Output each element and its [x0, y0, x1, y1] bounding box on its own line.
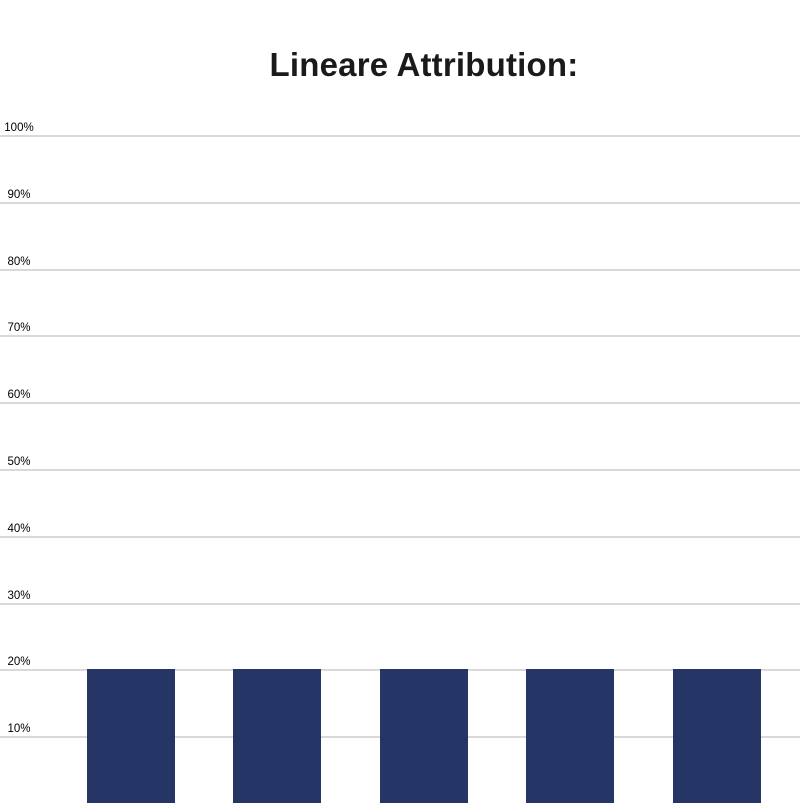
y-tick-label-20: 20% [7, 656, 31, 669]
gridline-60 [0, 402, 800, 405]
y-tick-label-30: 30% [7, 589, 31, 602]
y-tick-label-40: 40% [7, 522, 31, 535]
gridline-40 [0, 535, 800, 538]
y-tick-label-10: 10% [7, 723, 31, 736]
y-tick-label-90: 90% [7, 188, 31, 201]
gridline-30 [0, 602, 800, 605]
gridline-70 [0, 335, 800, 338]
y-tick-label-80: 80% [7, 255, 31, 268]
gridline-80 [0, 268, 800, 271]
y-tick-label-50: 50% [7, 456, 31, 468]
chart-title: Lineare Attribution: [269, 46, 579, 83]
gridline-50 [0, 469, 800, 471]
y-tick-label-60: 60% [7, 389, 31, 402]
y-tick-label-100: 100% [4, 122, 34, 134]
bar-5 [672, 669, 761, 803]
bar-4 [526, 669, 615, 803]
y-tick-label-70: 70% [7, 322, 31, 335]
gridline-90 [0, 201, 800, 204]
bar-3 [379, 669, 468, 803]
gridline-100 [0, 135, 800, 137]
bar-1 [87, 669, 175, 803]
bar-2 [233, 669, 322, 803]
